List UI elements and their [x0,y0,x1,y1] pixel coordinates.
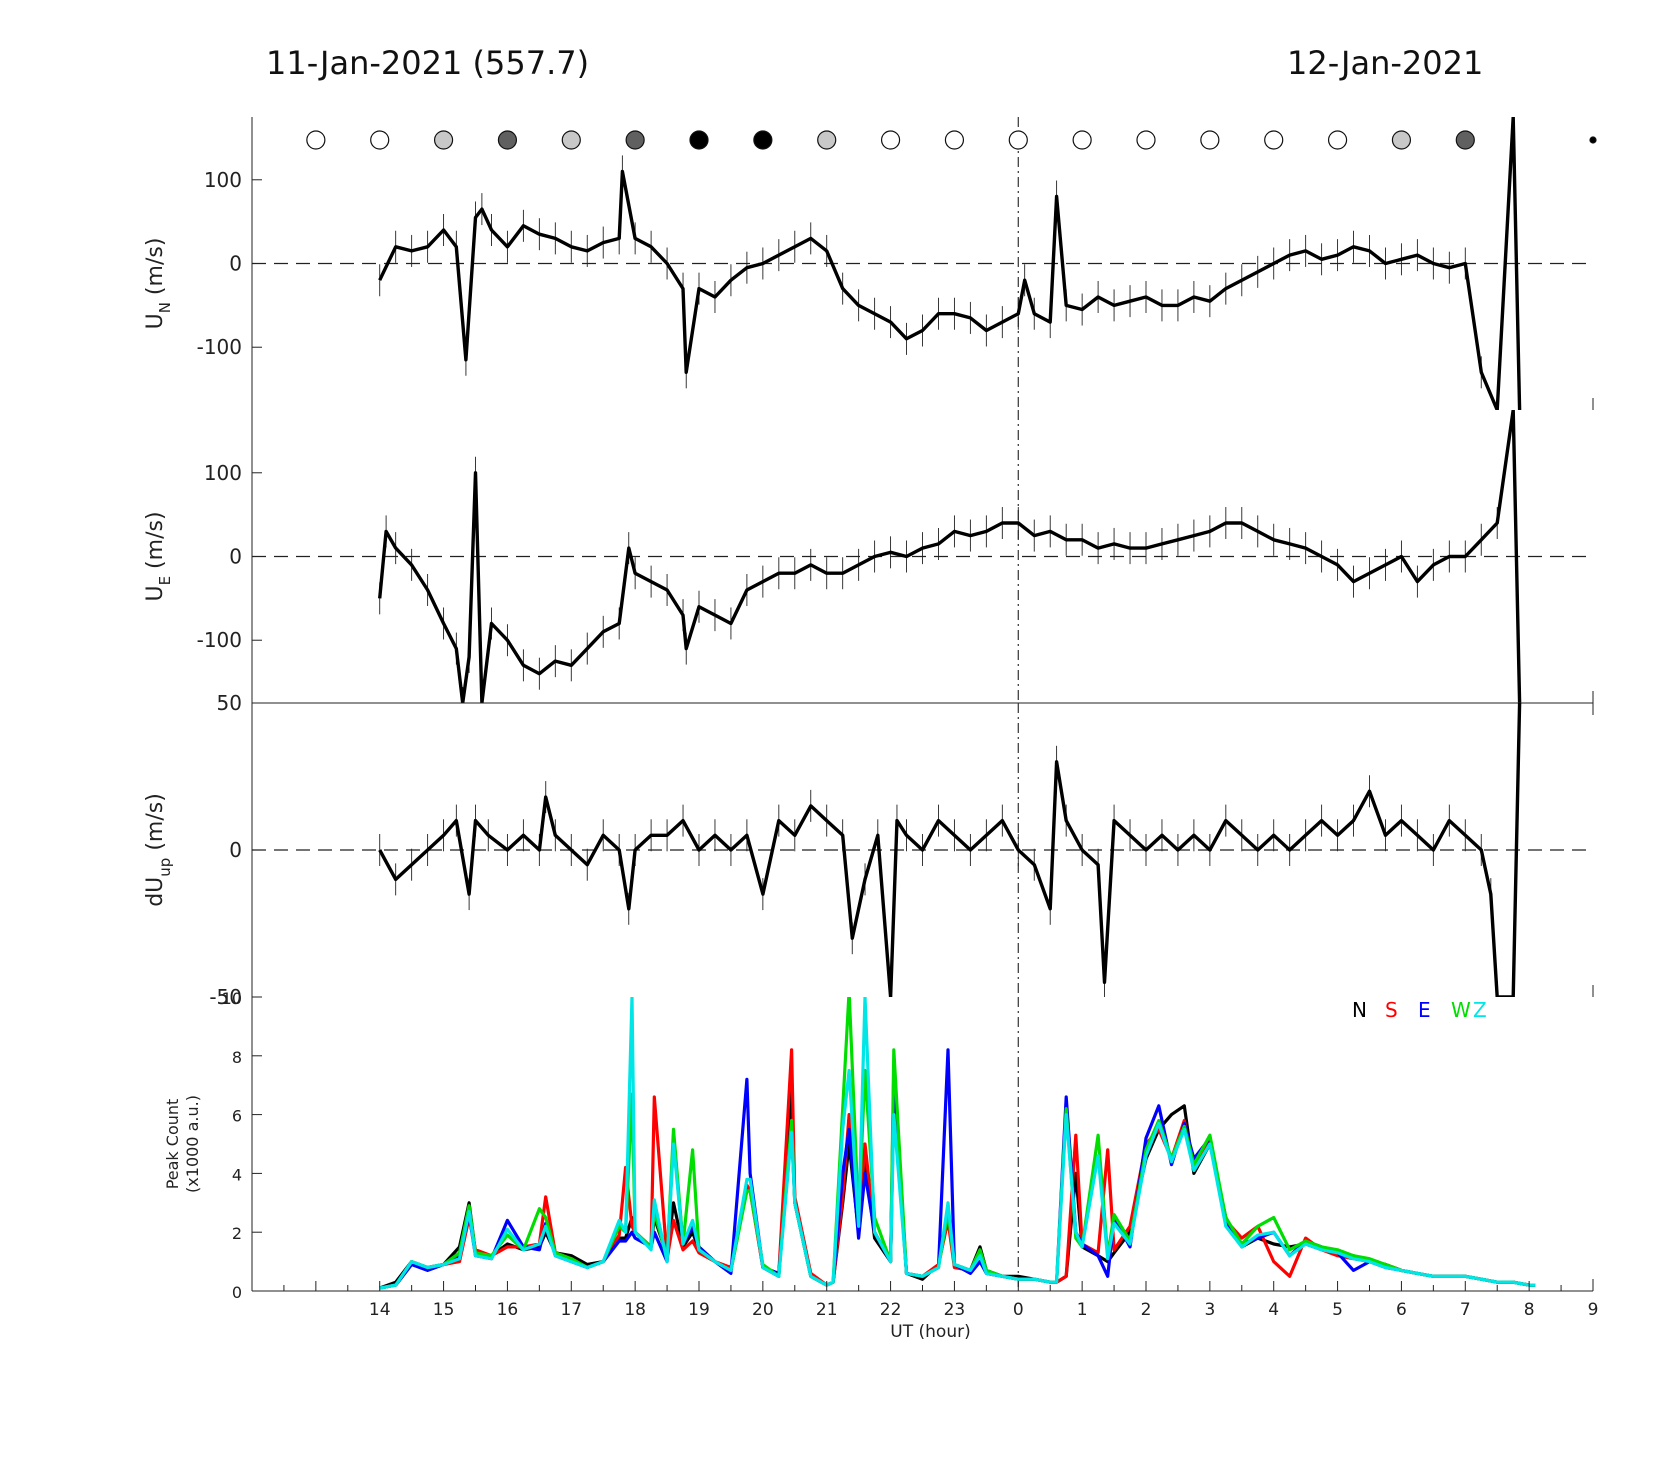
sky-status-marker [753,130,773,150]
x-tick-label: 9 [1588,1300,1599,1320]
y-tick-label: 100 [204,168,242,192]
y-axis-label: UE (m/s) [143,511,174,601]
sky-status-marker [1589,136,1597,144]
x-tick-label: 23 [944,1300,966,1320]
sky-status-marker [817,130,837,150]
x-tick-label: 19 [688,1300,710,1320]
x-tick-label: 16 [497,1300,519,1320]
sky-status-marker [689,130,709,150]
series-line [378,410,1522,703]
y-tick-label: 8 [232,1048,242,1067]
y-tick-label: 0 [232,1283,242,1302]
y-tick-label: 0 [229,838,242,862]
date-title-right: 12-Jan-2021 [1287,44,1484,82]
y-axis-label: UN (m/s) [143,238,174,330]
y-tick-label: -50 [209,985,242,1009]
y-tick-label: 2 [232,1224,242,1243]
sky-status-marker [1455,130,1475,150]
series-line-N [379,1068,1536,1290]
y-tick-label: 0 [229,252,242,276]
panel-dU_up: 50 0 -50 dUup (m/s) [143,691,1594,1009]
x-tick-label: 7 [1460,1300,1471,1320]
sky-status-marker [1264,130,1284,150]
x-axis-label: UT (hour) [890,1322,970,1342]
sky-status-marker [497,130,518,150]
legend-entry-W: W [1451,998,1471,1022]
sky-status-marker [370,130,390,150]
sky-status-marker [306,130,326,150]
sky-status-marker [880,130,901,150]
x-tick-label: 20 [752,1300,774,1320]
y-tick-label: 0 [229,545,242,569]
x-tick-label: 1 [1077,1300,1088,1320]
sky-status-marker [433,130,454,150]
x-tick-label: 15 [433,1300,455,1320]
y-tick-label: 50 [217,691,242,715]
y-axis-label: Peak Count [163,1099,182,1190]
x-tick-label: 4 [1268,1300,1279,1320]
sky-status-marker [1008,130,1028,150]
x-tick-label: 17 [560,1300,582,1320]
legend-entry-N: N [1352,998,1367,1022]
panel-U_E: 100 0 -100 UE (m/s) [143,410,1594,703]
sky-status-marker [1072,130,1092,150]
panel-U_N: 100 0 -100 UN (m/s) [143,117,1597,410]
x-tick-label: 6 [1396,1300,1407,1320]
x-tick-label: 14 [369,1300,391,1320]
y-tick-label: 4 [232,1165,242,1184]
sky-status-marker [944,130,965,150]
x-tick-label: 5 [1332,1300,1343,1320]
y-tick-label: 6 [232,1107,242,1126]
legend-entry-E: E [1418,998,1431,1022]
y-tick-label: -100 [197,335,242,359]
x-tick-label: 8 [1524,1300,1535,1320]
y-tick-label: -100 [197,628,242,652]
y-axis-label: dUup (m/s) [143,793,174,907]
y-tick-label: 10 [222,989,242,1008]
series-line-W [379,997,1536,1290]
y-tick-label: 100 [204,461,242,485]
sky-status-marker [1327,130,1348,150]
x-tick-label: 18 [624,1300,646,1320]
x-tick-label: 0 [1013,1300,1024,1320]
sky-status-marker [561,130,581,150]
date-title-left: 11-Jan-2021 (557.7) [266,44,590,82]
legend-entry-S: S [1385,998,1398,1022]
x-tick-label: 3 [1204,1300,1215,1320]
x-tick-label: 2 [1141,1300,1152,1320]
y-axis-label-line2: (x1000 a.u.) [183,1095,202,1193]
sky-status-marker [1200,130,1220,150]
legend-entry-Z: Z [1473,998,1487,1022]
x-tick-label: 22 [880,1300,902,1320]
x-tick-label: 21 [816,1300,838,1320]
sky-status-marker [1136,130,1156,150]
sky-status-marker [1391,130,1412,150]
sky-status-marker [625,130,645,150]
series-line-Z [379,997,1536,1290]
series-line [378,117,1522,410]
series-line [378,703,1522,997]
